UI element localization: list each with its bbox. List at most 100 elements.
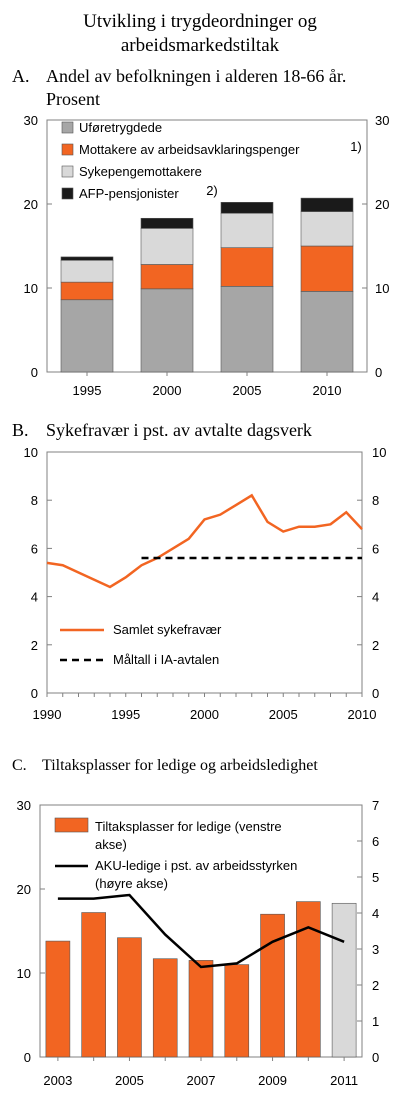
y-tick-label-left: 0 xyxy=(31,686,38,701)
figure-title-line1: Utvikling i trygdeordninger og xyxy=(83,11,317,32)
legend-swatch xyxy=(61,121,74,134)
bar-segment-0 xyxy=(140,288,194,373)
x-tick-label: 2003 xyxy=(43,1073,72,1088)
x-tick-label: 2007 xyxy=(187,1073,216,1088)
y-tick-label-right: 20 xyxy=(375,197,389,212)
legend-note: 2) xyxy=(206,183,218,198)
bar-segment-1 xyxy=(140,264,194,290)
bar-segment-2 xyxy=(140,228,194,265)
legend-label: Uføretrygdede xyxy=(79,120,162,135)
panel-a-title-line1: Andel av befolkningen i alderen 18-66 år… xyxy=(46,66,346,86)
legend-label: AFP-pensjonister xyxy=(79,186,179,201)
legend-note: 1) xyxy=(350,139,362,154)
y-tick-label-right: 5 xyxy=(372,870,379,885)
x-tick-label: 1995 xyxy=(73,383,102,398)
bar xyxy=(224,964,250,1058)
bar xyxy=(152,958,178,1058)
legend-label: AKU-ledige i pst. av arbeidsstyrken xyxy=(95,858,297,873)
bar-segment-3 xyxy=(300,197,354,212)
legend-swatch xyxy=(54,817,89,833)
y-tick-label-right: 6 xyxy=(372,541,379,556)
bar-segment-1 xyxy=(60,281,114,301)
bar xyxy=(117,937,142,1058)
y-tick-label-right: 2 xyxy=(372,978,379,993)
y-tick-label-right: 0 xyxy=(375,365,382,380)
series-line xyxy=(57,893,345,969)
bar xyxy=(81,912,106,1058)
x-tick-label: 1990 xyxy=(33,707,62,722)
y-tick-label-left: 0 xyxy=(24,1050,31,1065)
y-tick-label-left: 20 xyxy=(24,197,38,212)
x-tick-label: 2005 xyxy=(269,707,298,722)
y-tick-label-right: 30 xyxy=(375,113,389,128)
x-tick-label: 2000 xyxy=(190,707,219,722)
x-tick-label: 2009 xyxy=(258,1073,287,1088)
legend-label: Mottakere av arbeidsavklaringspenger xyxy=(79,142,300,157)
y-tick-label-right: 6 xyxy=(372,834,379,849)
panel-b: B. Sykefravær i pst. av avtalte dagsverk… xyxy=(12,420,386,722)
legend-label: Måltall i IA-avtalen xyxy=(113,652,219,667)
bar-segment-3 xyxy=(140,217,194,229)
y-tick-label-left: 10 xyxy=(24,281,38,296)
y-tick-label-left: 30 xyxy=(24,113,38,128)
y-tick-label-right: 8 xyxy=(372,493,379,508)
y-tick-label-right: 4 xyxy=(372,590,379,605)
plot-frame xyxy=(46,119,368,373)
bar-segment-1 xyxy=(220,247,274,287)
legend-label: Sykepengemottakere xyxy=(79,164,202,179)
y-tick-label-left: 10 xyxy=(24,445,38,460)
x-tick-label: 2005 xyxy=(115,1073,144,1088)
x-tick-label: 2000 xyxy=(153,383,182,398)
bar-segment-2 xyxy=(60,259,114,283)
bar xyxy=(260,913,285,1058)
y-tick-label-right: 0 xyxy=(372,1050,379,1065)
bar-segment-2 xyxy=(300,211,354,247)
panel-b-title: Sykefravær i pst. av avtalte dagsverk xyxy=(46,420,312,440)
bar-segment-1 xyxy=(300,245,354,292)
panel-a-letter: A. xyxy=(12,66,30,86)
panel-a: A. Andel av befolkningen i alderen 18-66… xyxy=(12,66,389,398)
series-line-0 xyxy=(46,493,363,589)
legend-swatch xyxy=(61,187,74,200)
y-tick-label-right: 10 xyxy=(372,445,386,460)
x-tick-label: 2005 xyxy=(233,383,262,398)
y-tick-label-right: 10 xyxy=(375,281,389,296)
y-tick-label-right: 0 xyxy=(372,686,379,701)
y-tick-label-left: 6 xyxy=(31,541,38,556)
panel-c-title: Tiltaksplasser for ledige og arbeidsledi… xyxy=(42,757,318,774)
y-tick-label-left: 30 xyxy=(17,798,31,813)
y-tick-label-left: 0 xyxy=(31,365,38,380)
x-tick-label: 2010 xyxy=(348,707,377,722)
y-tick-label-right: 2 xyxy=(372,638,379,653)
bar-segment-0 xyxy=(220,286,274,373)
bar-segment-2 xyxy=(220,212,274,248)
legend-label: akse) xyxy=(95,837,127,852)
panel-c-letter: C. xyxy=(12,757,27,774)
bar-segment-3 xyxy=(60,256,114,261)
legend-swatch xyxy=(61,165,74,178)
y-tick-label-left: 2 xyxy=(31,638,38,653)
y-tick-label-right: 4 xyxy=(372,906,379,921)
y-tick-label-right: 3 xyxy=(372,942,379,957)
y-tick-label-left: 4 xyxy=(31,590,38,605)
bar-segment-0 xyxy=(60,299,114,373)
bar xyxy=(331,902,357,1058)
panel-a-title-line2: Prosent xyxy=(46,89,100,109)
y-tick-label-left: 10 xyxy=(17,966,31,981)
panel-b-letter: B. xyxy=(12,420,29,440)
legend-swatch xyxy=(61,143,74,156)
bar xyxy=(45,940,71,1058)
x-tick-label: 2011 xyxy=(330,1073,358,1088)
legend-label: Samlet sykefravær xyxy=(113,622,222,637)
legend-label: (høyre akse) xyxy=(95,876,168,891)
bar xyxy=(296,901,321,1058)
x-tick-label: 1995 xyxy=(111,707,140,722)
bar-segment-0 xyxy=(300,291,354,373)
y-tick-label-right: 1 xyxy=(372,1014,379,1029)
legend-label: Tiltaksplasser for ledige (venstre xyxy=(95,819,282,834)
bar xyxy=(188,960,214,1058)
figure-title-line2: arbeidsmarkedstiltak xyxy=(121,35,280,56)
panel-c: C. Tiltaksplasser for ledige og arbeidsl… xyxy=(12,757,379,1088)
x-tick-label: 2010 xyxy=(313,383,342,398)
